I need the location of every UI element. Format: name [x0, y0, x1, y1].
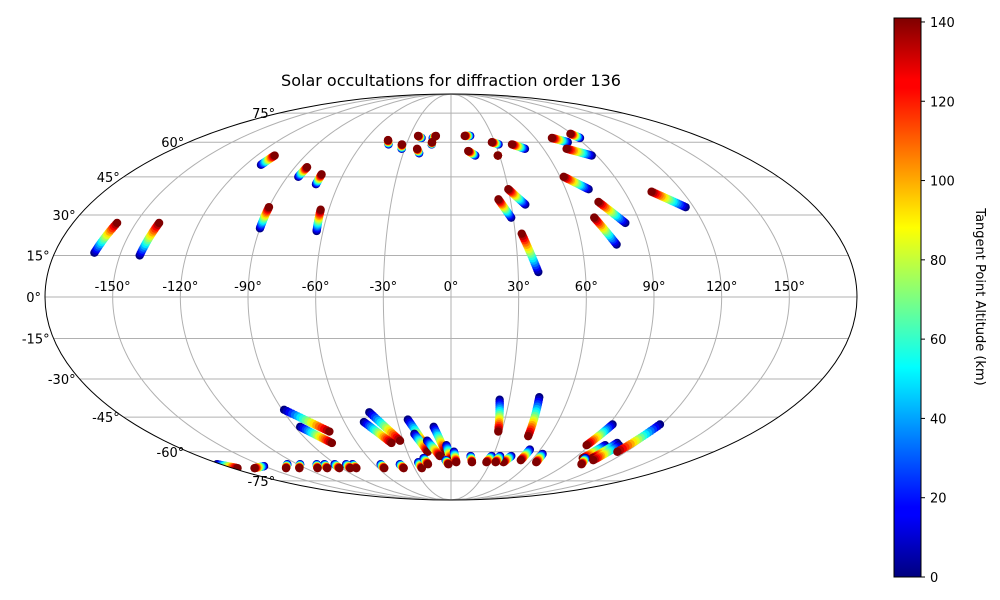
occultation-point — [523, 431, 533, 441]
colorbar-tick-label: 100 — [930, 175, 955, 190]
occultation-point — [383, 135, 393, 145]
occultation-point — [380, 463, 389, 473]
occultation-point — [346, 463, 355, 473]
occultation-point — [417, 463, 427, 473]
occultation-point — [577, 460, 586, 469]
lat-tick-label: -75° — [247, 475, 275, 490]
occultation-point — [444, 460, 453, 469]
colorbar-tick-label: 80 — [930, 254, 947, 269]
colorbar-tick-label: 20 — [930, 492, 947, 507]
occultation-point — [431, 131, 441, 141]
colorbar-tick-label: 120 — [930, 95, 955, 110]
occultation-point — [413, 131, 423, 141]
latitude-tick-labels: 75° 60° 45° 30° 15° 0° -15° -30° -45° -60° -75° — [22, 107, 275, 490]
occultation-point — [582, 441, 591, 450]
occultation-point — [317, 170, 326, 179]
occultation-point — [566, 129, 575, 139]
occultation-point — [559, 172, 568, 182]
lon-tick-label: -60° — [302, 280, 330, 295]
occultation-points — [90, 129, 690, 473]
lon-tick-label: 90° — [642, 280, 665, 295]
occultation-point — [250, 463, 259, 473]
occultation-point — [647, 187, 656, 196]
lon-tick-label: 30° — [507, 280, 530, 295]
occultation-point — [613, 447, 622, 456]
occultation-point — [487, 138, 497, 147]
lon-tick-label: 0° — [444, 280, 459, 295]
lat-tick-label: -30° — [48, 373, 76, 388]
occultation-point — [352, 463, 361, 473]
lat-tick-label: -60° — [157, 446, 185, 461]
occultation-point — [313, 463, 322, 473]
map-boundary — [44, 93, 858, 501]
colorbar: 0 20 40 60 80 100 120 140 Tangent Point Altitud… — [893, 16, 987, 586]
lat-tick-label: 30° — [53, 209, 76, 224]
occultation-point — [507, 140, 517, 149]
lat-tick-label: 75° — [252, 107, 275, 122]
colorbar-tick-label: 140 — [930, 16, 955, 31]
occultation-point — [435, 451, 444, 461]
occultation-point — [464, 146, 473, 156]
map-graticule — [45, 94, 857, 500]
colorbar-tick-label: 60 — [930, 333, 947, 348]
occultation-point — [491, 458, 500, 467]
occultation-point — [387, 438, 396, 448]
occultation-point — [270, 151, 279, 160]
occultation-point — [412, 144, 422, 153]
occultation-point — [452, 458, 461, 467]
occultation-point — [264, 202, 274, 212]
colorbar-label: Tangent Point Altitude (km) — [972, 207, 987, 385]
chart-title: Solar occultations for diffraction order… — [281, 71, 621, 90]
occultation-point — [427, 138, 437, 147]
colorbar-ticks: 0 20 40 60 80 100 120 140 — [921, 16, 955, 586]
occultation-point — [517, 229, 526, 238]
occultation-point — [399, 463, 408, 473]
lat-tick-label: -15° — [22, 333, 50, 348]
occultation-point — [589, 455, 598, 465]
lon-tick-label: -120° — [162, 280, 198, 295]
lon-tick-label: 120° — [706, 280, 737, 295]
occultation-point — [460, 131, 469, 141]
occultation-point — [302, 162, 312, 172]
occultation-point — [494, 195, 503, 204]
lat-tick-label: 15° — [27, 249, 50, 264]
occultation-point — [397, 140, 407, 149]
occultation-point — [395, 436, 405, 445]
lon-tick-label: 60° — [575, 280, 598, 295]
lat-tick-label: 60° — [161, 136, 184, 151]
occultation-point — [316, 205, 325, 214]
occultation-point — [467, 458, 477, 467]
occultation-point — [327, 438, 337, 448]
colorbar-tick-label: 40 — [930, 412, 947, 427]
occultation-point — [562, 144, 571, 153]
lon-tick-label: -90° — [234, 280, 262, 295]
longitude-tick-labels: -150° -120° -90° -60° -30° 0° 30° 60° 90° 120° 150… — [95, 280, 805, 295]
occultation-point — [590, 213, 599, 222]
lat-tick-label: 45° — [97, 171, 120, 186]
occultation-point — [516, 455, 525, 465]
lon-tick-label: 150° — [774, 280, 805, 295]
occultation-point — [335, 463, 344, 473]
occultation-point — [323, 463, 332, 473]
occultation-point — [494, 427, 503, 436]
lat-tick-label: -45° — [92, 411, 120, 426]
occultation-point — [325, 427, 334, 436]
occultation-point — [532, 458, 541, 467]
lon-tick-label: -150° — [95, 280, 131, 295]
occultation-point — [547, 133, 557, 143]
lat-tick-label: 0° — [26, 291, 41, 306]
occultation-point — [154, 218, 164, 228]
lon-tick-label: -30° — [369, 280, 397, 295]
occultation-point — [493, 151, 503, 160]
occultation-point — [112, 218, 122, 228]
occultation-point — [295, 463, 304, 473]
occultation-point — [504, 185, 513, 194]
occultation-point — [281, 463, 291, 473]
colorbar-gradient — [893, 17, 922, 578]
colorbar-tick-label: 0 — [930, 571, 938, 586]
occultation-point — [482, 458, 491, 467]
occultation-point — [594, 197, 603, 207]
occultation-point — [423, 460, 433, 469]
